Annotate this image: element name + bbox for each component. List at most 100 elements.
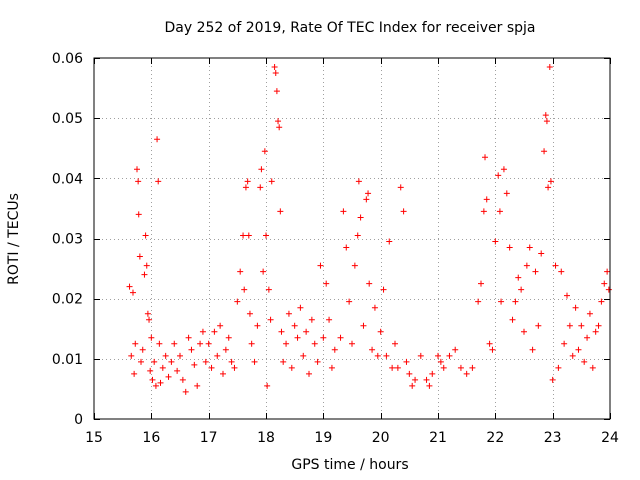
data-point (503, 190, 510, 197)
data-point (245, 232, 252, 239)
data-point (394, 364, 401, 371)
data-point (182, 388, 189, 395)
data-point (273, 88, 280, 95)
data-point (128, 352, 135, 359)
y-tick-label: 0.06 (52, 51, 83, 67)
data-point (264, 382, 271, 389)
data-point (188, 346, 195, 353)
data-point (129, 289, 136, 296)
data-point (222, 346, 229, 353)
data-point (317, 262, 324, 269)
data-point (346, 298, 353, 305)
data-point (572, 304, 579, 311)
data-point (185, 334, 192, 341)
data-point (276, 124, 283, 131)
data-point (569, 352, 576, 359)
data-point (260, 268, 267, 275)
data-point (542, 112, 549, 119)
data-point (214, 352, 221, 359)
x-tick-label: 16 (142, 430, 160, 446)
data-point (297, 304, 304, 311)
data-point (131, 370, 138, 377)
data-point (135, 211, 142, 218)
data-point (435, 352, 441, 359)
data-point (242, 184, 249, 191)
y-tick-label: 0.01 (52, 352, 83, 368)
data-point (162, 352, 169, 359)
y-tick-label: 0.04 (52, 171, 83, 187)
data-point (478, 280, 484, 287)
data-point (409, 382, 416, 389)
data-point (337, 334, 344, 341)
data-point (277, 208, 284, 215)
data-point (143, 262, 150, 269)
data-point (177, 352, 183, 359)
data-point (326, 316, 333, 323)
data-point (136, 253, 143, 260)
data-point (132, 340, 139, 347)
data-point (584, 334, 591, 341)
data-point (311, 340, 318, 347)
data-point (308, 316, 315, 323)
data-point (156, 340, 163, 347)
data-point (535, 322, 542, 329)
data-point (605, 286, 612, 293)
data-point (496, 208, 503, 215)
x-tick-label: 23 (544, 430, 562, 446)
data-point (349, 340, 355, 347)
data-point (543, 118, 550, 125)
data-point (469, 364, 476, 371)
data-point (258, 166, 265, 173)
data-point (155, 178, 162, 185)
x-tick-label: 22 (486, 430, 504, 446)
data-point (174, 367, 181, 374)
data-point (363, 196, 370, 203)
data-point (578, 322, 585, 329)
data-point (601, 280, 608, 287)
data-point (369, 346, 376, 353)
data-point (523, 262, 530, 269)
x-tick-label: 15 (85, 430, 103, 446)
data-point (320, 334, 327, 341)
data-point (498, 298, 505, 305)
data-point (552, 262, 559, 269)
data-point (261, 148, 268, 155)
data-point (275, 118, 282, 125)
data-point (268, 178, 275, 185)
data-point (482, 154, 489, 161)
data-point (555, 364, 562, 371)
data-point (374, 352, 381, 359)
data-point (126, 283, 133, 290)
data-point (389, 364, 396, 371)
data-point (480, 208, 487, 215)
axis-ticks: 15 16 17 18 19 20 21 22 23 24 0 0.01 0.02 0.03 0.04 0.0… (52, 51, 619, 446)
data-point (194, 382, 201, 389)
data-point (157, 379, 164, 386)
data-point (139, 346, 146, 353)
data-point (547, 178, 554, 185)
data-point (179, 376, 186, 383)
data-point (211, 328, 218, 335)
data-point (152, 382, 159, 389)
data-point (202, 358, 209, 365)
data-point (267, 316, 274, 323)
data-point (340, 208, 347, 215)
data-point (412, 376, 419, 383)
data-point (463, 370, 470, 377)
data-point (365, 190, 372, 197)
data-point (406, 370, 413, 377)
data-point (248, 340, 255, 347)
data-point (506, 244, 513, 251)
data-point (138, 358, 145, 365)
data-point (291, 322, 298, 329)
data-point (509, 316, 516, 323)
data-point (483, 196, 490, 203)
data-point (331, 346, 338, 353)
y-tick-label: 0.03 (52, 232, 83, 248)
data-point (231, 364, 238, 371)
data-point (495, 172, 502, 179)
data-point (244, 178, 251, 185)
data-point (134, 166, 140, 173)
data-point (383, 352, 390, 359)
data-point (240, 232, 247, 239)
